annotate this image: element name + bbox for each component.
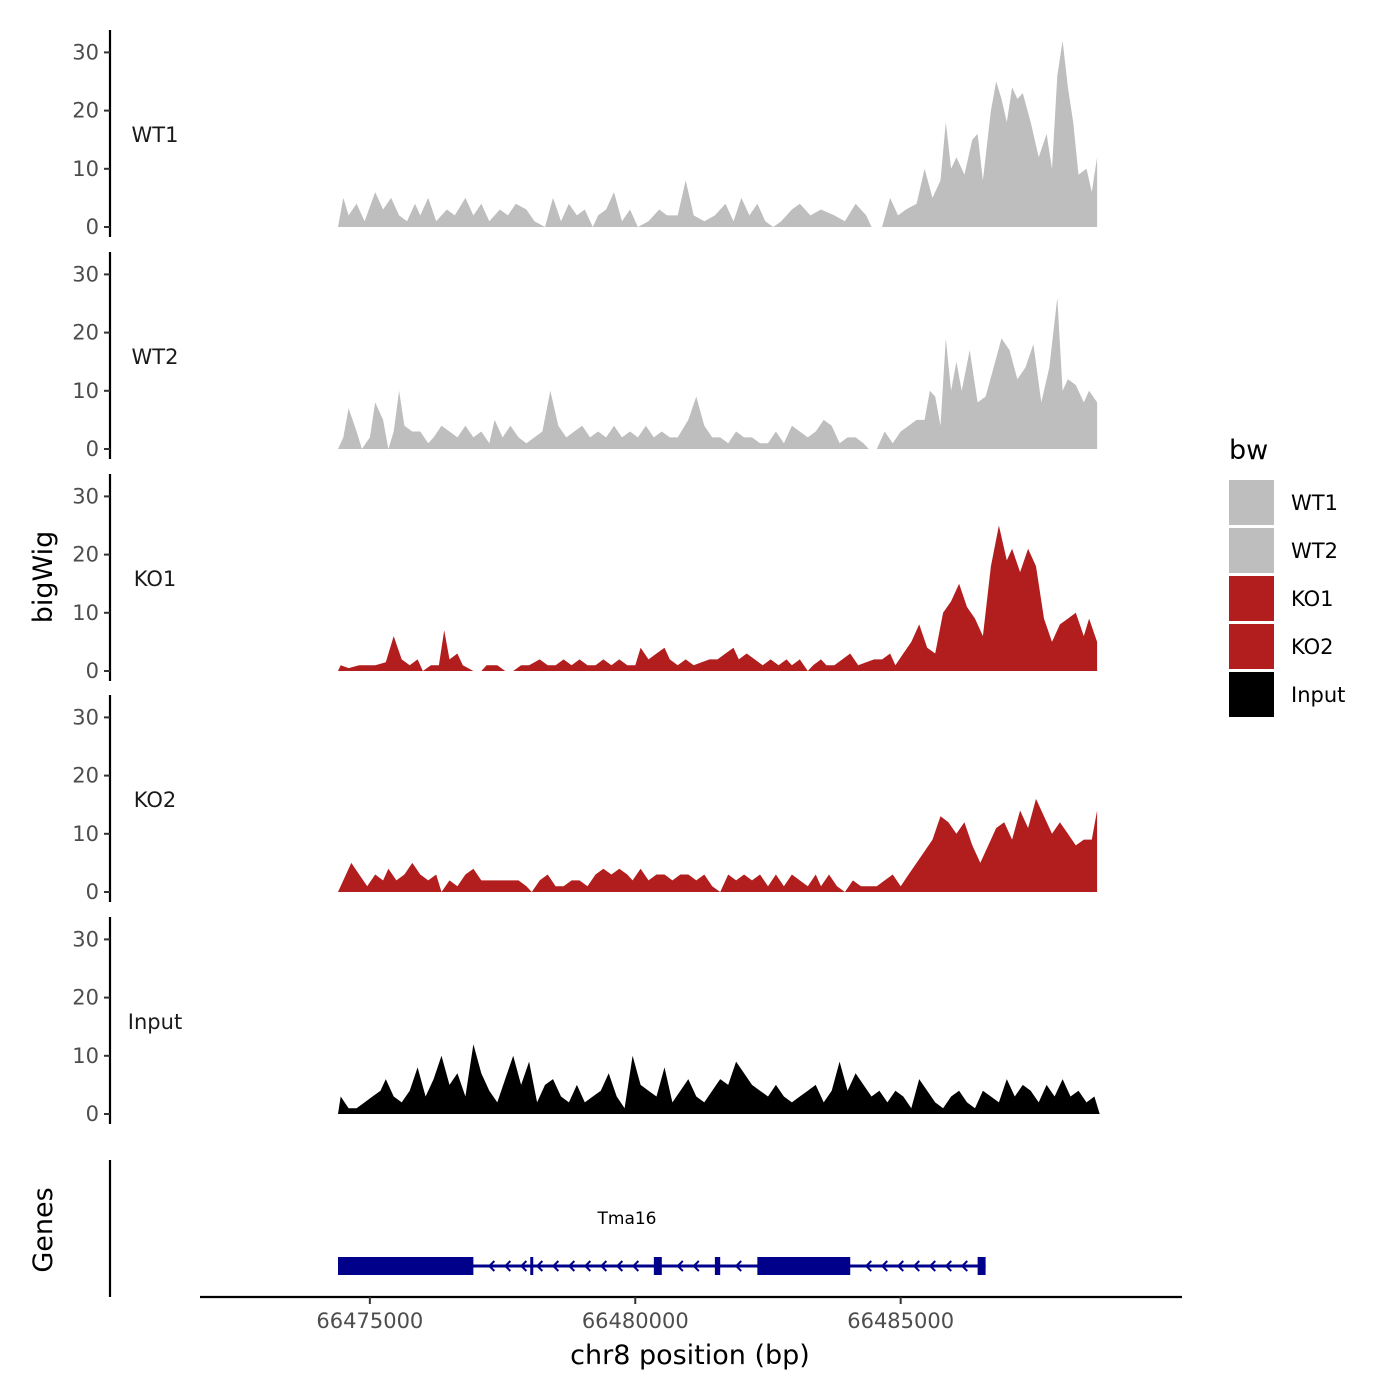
strand-arrow: [631, 1260, 640, 1272]
strand-arrow: [912, 1260, 920, 1272]
legend: bw WT1 WT2 KO1 KO2 Input: [1229, 435, 1345, 717]
y-tick-label: 10: [72, 157, 99, 181]
strand-arrow: [692, 1260, 700, 1272]
strand-arrow: [519, 1260, 528, 1272]
legend-entry-input: Input: [1229, 672, 1345, 717]
x-tick-label: 66475000: [316, 1309, 423, 1333]
track-label: KO2: [134, 788, 177, 812]
x-tick-label: 66485000: [847, 1309, 954, 1333]
area-wt1: [338, 40, 1098, 227]
y-tick-label: 30: [72, 40, 99, 64]
y-tick-label: 0: [86, 880, 99, 904]
y-tick-label: 30: [72, 484, 99, 508]
legend-swatch: [1229, 528, 1274, 573]
strand-arrow: [944, 1260, 952, 1272]
y-tick-label: 20: [72, 99, 99, 123]
gene-panel: Tma16: [108, 1160, 986, 1297]
legend-swatch: [1229, 576, 1274, 621]
legend-title: bw: [1229, 435, 1268, 466]
strand-arrow: [676, 1260, 684, 1272]
y-tick-label: 30: [72, 927, 99, 951]
strand-arrow: [599, 1260, 608, 1272]
gene-exon: [977, 1257, 986, 1275]
strand-arrow: [615, 1260, 624, 1272]
legend-label: WT2: [1291, 539, 1338, 563]
gene-exon: [714, 1257, 721, 1275]
y-tick-label: 20: [72, 321, 99, 345]
legend-label: KO1: [1291, 587, 1334, 611]
track-label: WT1: [132, 123, 179, 147]
y-axis-title: bigWig: [28, 531, 59, 624]
gene-label: Tma16: [597, 1209, 657, 1229]
area-input: [338, 1044, 1100, 1114]
legend-label: KO2: [1291, 635, 1334, 659]
track-label: WT2: [132, 345, 179, 369]
strand-arrow: [567, 1260, 576, 1272]
bigwig-tracks: 0 10 20 30 WT1 0 10 20 30 WT2 0 10 20 30 KO1 0 10 20 30 KO2…: [72, 30, 1100, 1126]
legend-entry-ko1: KO1: [1229, 576, 1334, 621]
strand-arrow: [503, 1260, 512, 1272]
y-tick-label: 10: [72, 601, 99, 625]
track-wt2: 0 10 20 30 WT2: [72, 252, 1098, 461]
gene-exon: [653, 1257, 662, 1275]
strand-arrow: [960, 1260, 968, 1272]
strand-arrow: [928, 1260, 936, 1272]
strand-arrow: [535, 1260, 544, 1272]
legend-label: WT1: [1291, 491, 1338, 515]
legend-swatch: [1229, 480, 1274, 525]
strand-arrow: [734, 1260, 742, 1272]
track-input: 0 10 20 30 Input: [72, 917, 1100, 1126]
y-tick-label: 30: [72, 262, 99, 286]
track-label: KO1: [134, 567, 177, 591]
y-tick-label: 0: [86, 215, 99, 239]
legend-entry-ko2: KO2: [1229, 624, 1334, 669]
area-ko1: [338, 525, 1098, 671]
area-wt2: [338, 297, 1098, 449]
y-tick-label: 10: [72, 822, 99, 846]
strand-arrow: [880, 1260, 888, 1272]
y-tick-label: 20: [72, 986, 99, 1010]
legend-swatch: [1229, 672, 1274, 717]
genes-axis-title: Genes: [28, 1187, 59, 1272]
legend-entry-wt1: WT1: [1229, 480, 1338, 525]
strand-arrow: [551, 1260, 560, 1272]
track-label: Input: [128, 1010, 182, 1034]
y-tick-label: 20: [72, 764, 99, 788]
x-tick-label: 66480000: [582, 1309, 689, 1333]
gene-exon: [757, 1257, 851, 1275]
y-tick-label: 30: [72, 705, 99, 729]
x-axis: 66475000 66480000 66485000: [200, 1295, 1182, 1333]
area-ko2: [338, 798, 1098, 892]
track-ko2: 0 10 20 30 KO2: [72, 695, 1098, 904]
y-tick-label: 20: [72, 543, 99, 567]
y-tick-label: 10: [72, 1044, 99, 1068]
legend-entry-wt2: WT2: [1229, 528, 1338, 573]
y-tick-label: 0: [86, 1102, 99, 1126]
strand-arrow: [896, 1260, 904, 1272]
y-tick-label: 0: [86, 659, 99, 683]
legend-swatch: [1229, 624, 1274, 669]
track-ko1: 0 10 20 30 KO1: [72, 474, 1098, 683]
y-tick-label: 10: [72, 379, 99, 403]
y-tick-label: 0: [86, 437, 99, 461]
strand-arrow: [864, 1260, 872, 1272]
track-wt1: 0 10 20 30 WT1: [72, 30, 1098, 239]
strand-arrow: [583, 1260, 592, 1272]
legend-label: Input: [1291, 683, 1345, 707]
x-axis-title: chr8 position (bp): [570, 1340, 810, 1371]
strand-arrow: [487, 1260, 496, 1272]
gene-exon: [338, 1257, 474, 1275]
